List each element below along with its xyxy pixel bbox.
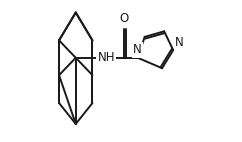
Text: N: N <box>133 43 142 56</box>
Text: NH: NH <box>98 51 115 64</box>
Text: O: O <box>119 12 129 25</box>
Text: N: N <box>174 36 183 49</box>
